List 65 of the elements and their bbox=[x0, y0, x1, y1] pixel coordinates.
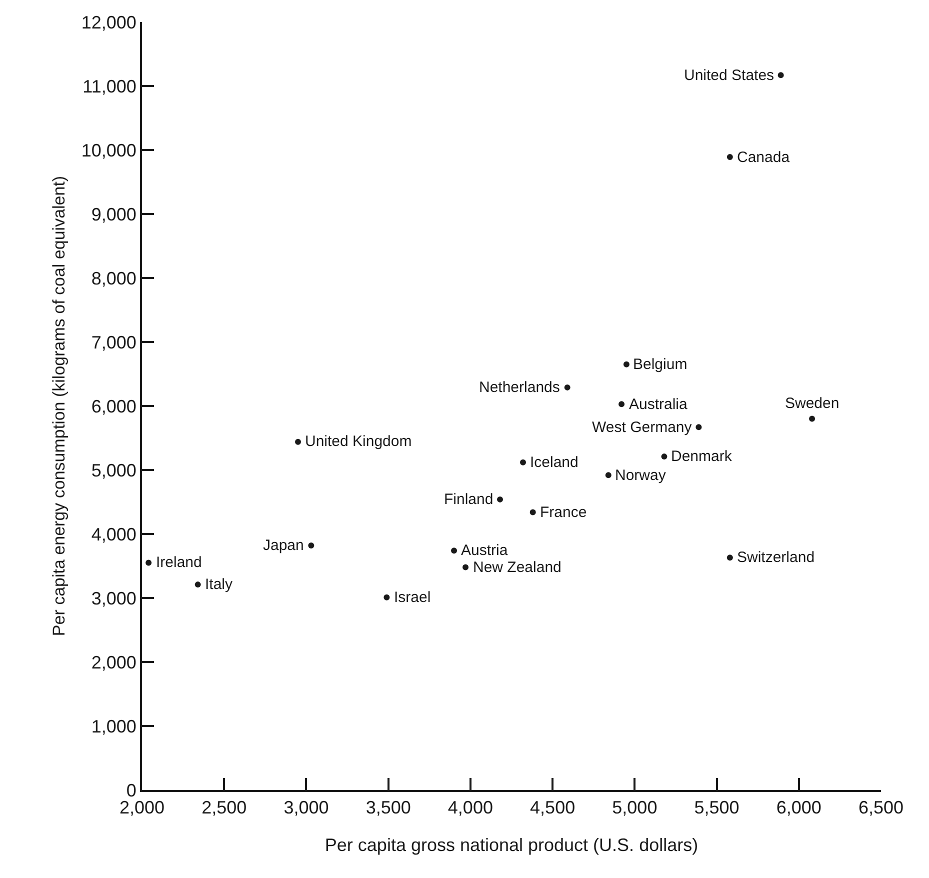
annotation: Japan bbox=[263, 537, 304, 554]
annotation: Sweden bbox=[785, 395, 840, 412]
y-tick-label: 11,000 bbox=[82, 76, 136, 96]
y-tick-label: 10,000 bbox=[81, 140, 136, 160]
point bbox=[194, 582, 201, 588]
x-tick-label: 2,500 bbox=[202, 798, 247, 818]
annotation: Denmark bbox=[671, 448, 732, 465]
annotation: Belgium bbox=[633, 356, 688, 373]
annotation: United States bbox=[684, 67, 774, 84]
x-tick-label: 4,000 bbox=[448, 798, 493, 818]
point bbox=[308, 542, 314, 549]
point bbox=[726, 554, 733, 561]
annotation: United Kingdom bbox=[305, 433, 412, 450]
x-axis-title: Per capita gross national product (U.S. dollars) bbox=[324, 835, 698, 856]
point bbox=[146, 560, 152, 566]
annotation: Iceland bbox=[530, 454, 578, 471]
y-tick-label: 12,000 bbox=[81, 12, 136, 32]
y-tick-label: 7,000 bbox=[91, 332, 136, 352]
x-tick-label: 6,000 bbox=[776, 798, 822, 818]
point bbox=[451, 548, 458, 554]
point bbox=[696, 424, 702, 430]
point bbox=[618, 401, 625, 408]
y-tick-label: 3,000 bbox=[91, 588, 136, 608]
x-tick-label: 3,000 bbox=[284, 798, 329, 818]
point bbox=[295, 438, 302, 445]
point bbox=[520, 459, 526, 466]
annotation: Canada bbox=[737, 149, 790, 166]
x-tick-label: 3,500 bbox=[366, 798, 411, 818]
point bbox=[564, 384, 570, 390]
x-tick-label: 5,000 bbox=[612, 798, 658, 818]
annotation: Israel bbox=[394, 589, 431, 606]
annotation: New Zealand bbox=[473, 559, 562, 576]
annotation: Ireland bbox=[156, 554, 202, 571]
point bbox=[605, 472, 612, 478]
point bbox=[623, 361, 630, 368]
y-tick-label: 2,000 bbox=[91, 652, 136, 672]
x-tick-label: 6,500 bbox=[858, 798, 904, 818]
x-tick-label: 5,500 bbox=[694, 798, 740, 818]
point bbox=[530, 509, 536, 516]
y-tick-label: 1,000 bbox=[91, 716, 136, 736]
point bbox=[462, 564, 469, 570]
y-tick-label: 5,000 bbox=[91, 460, 136, 480]
y-tick-label: 9,000 bbox=[91, 204, 136, 224]
annotation: France bbox=[540, 504, 587, 521]
annotation: Switzerland bbox=[737, 549, 815, 566]
point bbox=[384, 594, 390, 600]
y-tick-label: 0 bbox=[126, 780, 136, 800]
annotation: Norway bbox=[615, 467, 666, 484]
y-tick-label: 6,000 bbox=[91, 396, 136, 416]
point bbox=[661, 454, 668, 460]
y-tick-label: 8,000 bbox=[91, 268, 136, 288]
annotation: West Germany bbox=[592, 419, 692, 436]
x-tick-label: 4,500 bbox=[530, 798, 576, 818]
x-tick-label: 2,000 bbox=[119, 798, 165, 818]
point bbox=[497, 496, 503, 502]
point bbox=[778, 72, 784, 78]
annotation: Australia bbox=[629, 396, 688, 413]
y-tick-label: 4,000 bbox=[91, 524, 136, 544]
annotation: Italy bbox=[205, 576, 234, 593]
annotation: Finland bbox=[444, 491, 494, 508]
point bbox=[809, 416, 816, 422]
annotation: Netherlands bbox=[479, 379, 560, 396]
annotation: Austria bbox=[461, 542, 508, 559]
point bbox=[726, 154, 733, 160]
y-axis-title: Per capita energy consumption (kilograms of coal equivalent) bbox=[49, 176, 68, 636]
